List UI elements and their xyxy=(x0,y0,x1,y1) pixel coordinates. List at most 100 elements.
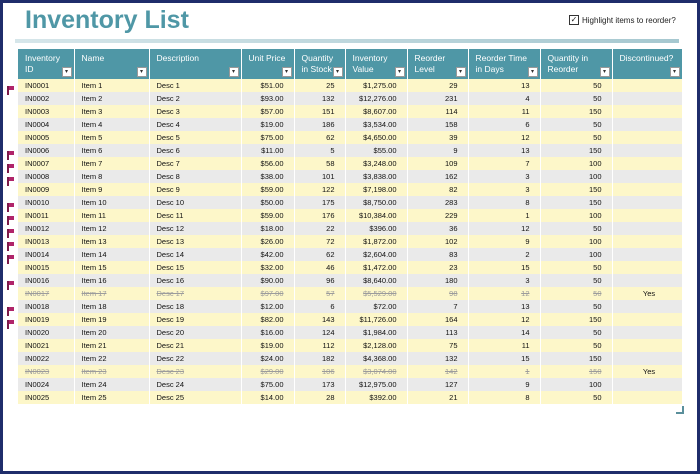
quantity-in-reorder-cell[interactable]: 50 xyxy=(540,118,613,131)
inventory-value-cell[interactable]: $1,472.00 xyxy=(345,261,408,274)
unit-price-cell[interactable]: $90.00 xyxy=(241,274,295,287)
inventory-value-cell[interactable]: $12,276.00 xyxy=(345,92,408,105)
name-cell[interactable]: Item 24 xyxy=(74,378,150,391)
reorder-time-cell[interactable]: 13 xyxy=(468,79,541,92)
reorder-time-cell[interactable]: 11 xyxy=(468,105,541,118)
reorder-time-cell[interactable]: 12 xyxy=(468,222,541,235)
reorder-time-cell[interactable]: 7 xyxy=(468,157,541,170)
name-cell[interactable]: Item 15 xyxy=(74,261,150,274)
table-row[interactable]: IN0007 Item 7 Desc 7 $56.00 58 $3,248.00 109 7 1… xyxy=(18,157,683,170)
inventory-value-cell[interactable]: $10,384.00 xyxy=(345,209,408,222)
inventory-id-cell[interactable]: IN0018 xyxy=(18,300,75,313)
discontinued-cell[interactable] xyxy=(612,235,683,248)
quantity-in-reorder-cell[interactable]: 100 xyxy=(540,209,613,222)
quantity-in-stock-cell[interactable]: 62 xyxy=(294,248,346,261)
inventory-value-cell[interactable]: $3,248.00 xyxy=(345,157,408,170)
reorder-time-cell[interactable]: 3 xyxy=(468,183,541,196)
column-header[interactable]: Reorder Level ▾ xyxy=(407,49,469,79)
name-cell[interactable]: Item 10 xyxy=(74,196,150,209)
quantity-in-stock-cell[interactable]: 182 xyxy=(294,352,346,365)
unit-price-cell[interactable]: $19.00 xyxy=(241,118,295,131)
inventory-id-cell[interactable]: IN0015 xyxy=(18,261,75,274)
inventory-id-cell[interactable]: IN0001 xyxy=(18,79,75,92)
inventory-id-cell[interactable]: IN0004 xyxy=(18,118,75,131)
inventory-id-cell[interactable]: IN0022 xyxy=(18,352,75,365)
inventory-id-cell[interactable]: IN0002 xyxy=(18,92,75,105)
reorder-level-cell[interactable]: 283 xyxy=(407,196,469,209)
table-row[interactable]: IN0015 Item 15 Desc 15 $32.00 46 $1,472.00 23 1… xyxy=(18,261,683,274)
unit-price-cell[interactable]: $11.00 xyxy=(241,144,295,157)
table-row[interactable]: IN0023 Item 23 Desc 23 $29.00 106 $3,074.00 14… xyxy=(18,365,683,378)
column-header[interactable]: Inventory ID ▾ xyxy=(18,49,75,79)
inventory-id-cell[interactable]: IN0011 xyxy=(18,209,75,222)
inventory-value-cell[interactable]: $7,198.00 xyxy=(345,183,408,196)
quantity-in-reorder-cell[interactable]: 50 xyxy=(540,131,613,144)
reorder-level-cell[interactable]: 9 xyxy=(407,144,469,157)
inventory-value-cell[interactable]: $3,534.00 xyxy=(345,118,408,131)
name-cell[interactable]: Item 13 xyxy=(74,235,150,248)
name-cell[interactable]: Item 22 xyxy=(74,352,150,365)
description-cell[interactable]: Desc 12 xyxy=(149,222,242,235)
inventory-id-cell[interactable]: IN0007 xyxy=(18,157,75,170)
name-cell[interactable]: Item 7 xyxy=(74,157,150,170)
quantity-in-reorder-cell[interactable]: 50 xyxy=(540,391,613,404)
discontinued-cell[interactable] xyxy=(612,274,683,287)
table-row[interactable]: IN0024 Item 24 Desc 24 $75.00 173 $12,975.00 1… xyxy=(18,378,683,391)
name-cell[interactable]: Item 11 xyxy=(74,209,150,222)
discontinued-cell[interactable]: Yes xyxy=(612,287,683,300)
quantity-in-stock-cell[interactable]: 5 xyxy=(294,144,346,157)
discontinued-cell[interactable] xyxy=(612,222,683,235)
description-cell[interactable]: Desc 1 xyxy=(149,79,242,92)
inventory-value-cell[interactable]: $5,529.00 xyxy=(345,287,408,300)
quantity-in-reorder-cell[interactable]: 50 xyxy=(540,79,613,92)
inventory-id-cell[interactable]: IN0016 xyxy=(18,274,75,287)
inventory-value-cell[interactable]: $11,726.00 xyxy=(345,313,408,326)
quantity-in-stock-cell[interactable]: 58 xyxy=(294,157,346,170)
unit-price-cell[interactable]: $38.00 xyxy=(241,170,295,183)
reorder-level-cell[interactable]: 127 xyxy=(407,378,469,391)
quantity-in-stock-cell[interactable]: 22 xyxy=(294,222,346,235)
unit-price-cell[interactable]: $26.00 xyxy=(241,235,295,248)
name-cell[interactable]: Item 12 xyxy=(74,222,150,235)
column-header[interactable]: Reorder Time in Days ▾ xyxy=(468,49,541,79)
reorder-level-cell[interactable]: 132 xyxy=(407,352,469,365)
reorder-level-cell[interactable]: 29 xyxy=(407,79,469,92)
discontinued-cell[interactable] xyxy=(612,313,683,326)
table-row[interactable]: IN0008 Item 8 Desc 8 $38.00 101 $3,838.00 162 3… xyxy=(18,170,683,183)
discontinued-cell[interactable] xyxy=(612,79,683,92)
reorder-level-cell[interactable]: 113 xyxy=(407,326,469,339)
reorder-level-cell[interactable]: 158 xyxy=(407,118,469,131)
name-cell[interactable]: Item 17 xyxy=(74,287,150,300)
filter-dropdown-icon[interactable]: ▾ xyxy=(394,67,405,77)
reorder-level-cell[interactable]: 23 xyxy=(407,261,469,274)
quantity-in-stock-cell[interactable]: 28 xyxy=(294,391,346,404)
table-row[interactable]: IN0006 Item 6 Desc 6 $11.00 5 $55.00 9 13 150 xyxy=(18,144,683,157)
name-cell[interactable]: Item 16 xyxy=(74,274,150,287)
description-cell[interactable]: Desc 10 xyxy=(149,196,242,209)
reorder-time-cell[interactable]: 1 xyxy=(468,365,541,378)
inventory-value-cell[interactable]: $8,750.00 xyxy=(345,196,408,209)
table-row[interactable]: IN0016 Item 16 Desc 16 $90.00 96 $8,640.00 180… xyxy=(18,274,683,287)
column-header[interactable]: Unit Price ▾ xyxy=(241,49,295,79)
reorder-level-cell[interactable]: 98 xyxy=(407,287,469,300)
quantity-in-reorder-cell[interactable]: 150 xyxy=(540,183,613,196)
unit-price-cell[interactable]: $29.00 xyxy=(241,365,295,378)
reorder-time-cell[interactable]: 14 xyxy=(468,326,541,339)
quantity-in-stock-cell[interactable]: 132 xyxy=(294,92,346,105)
inventory-value-cell[interactable]: $72.00 xyxy=(345,300,408,313)
quantity-in-reorder-cell[interactable]: 50 xyxy=(540,222,613,235)
inventory-id-cell[interactable]: IN0006 xyxy=(18,144,75,157)
reorder-time-cell[interactable]: 13 xyxy=(468,144,541,157)
inventory-id-cell[interactable]: IN0021 xyxy=(18,339,75,352)
unit-price-cell[interactable]: $32.00 xyxy=(241,261,295,274)
unit-price-cell[interactable]: $57.00 xyxy=(241,105,295,118)
description-cell[interactable]: Desc 14 xyxy=(149,248,242,261)
name-cell[interactable]: Item 14 xyxy=(74,248,150,261)
quantity-in-stock-cell[interactable]: 72 xyxy=(294,235,346,248)
reorder-level-cell[interactable]: 231 xyxy=(407,92,469,105)
quantity-in-stock-cell[interactable]: 101 xyxy=(294,170,346,183)
quantity-in-reorder-cell[interactable]: 50 xyxy=(540,326,613,339)
column-header[interactable]: Name ▾ xyxy=(74,49,150,79)
inventory-value-cell[interactable]: $1,984.00 xyxy=(345,326,408,339)
discontinued-cell[interactable] xyxy=(612,326,683,339)
